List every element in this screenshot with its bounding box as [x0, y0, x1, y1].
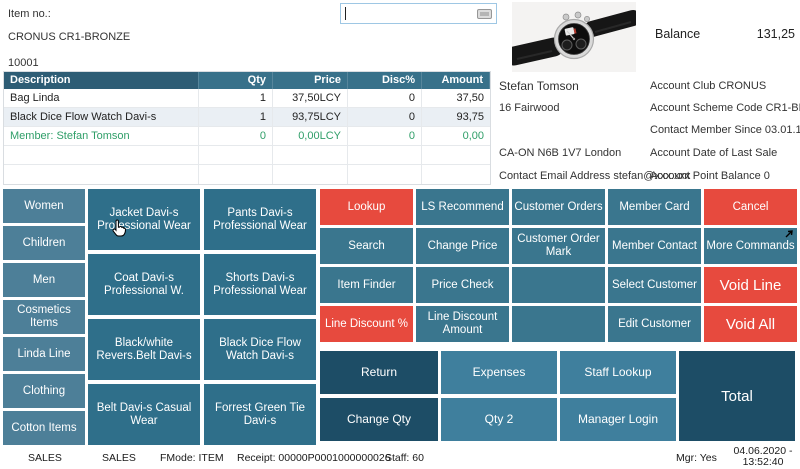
category-button-children[interactable]: Children — [3, 226, 85, 260]
col-amount: Amount — [422, 72, 490, 89]
cell-amount: 37,50 — [422, 89, 490, 107]
cell-description: Bag Linda — [4, 89, 199, 107]
status-terminal: SALES — [102, 452, 136, 464]
col-disc: Disc% — [348, 72, 422, 89]
status-datetime: 04.06.2020 - 13:52:40 — [728, 446, 798, 468]
account-scheme: Account Scheme Code CR1-BRONZE — [650, 102, 800, 114]
col-price: Price — [273, 72, 348, 89]
cell-amount: 0,00 — [422, 127, 490, 145]
cell-disc: 0 — [348, 89, 422, 107]
status-receipt: Receipt: 00000P0001000000026 — [237, 452, 391, 464]
product-button-belt-casual[interactable]: Belt Davi-s Casual Wear — [88, 384, 200, 445]
status-fmode: FMode: ITEM — [160, 452, 224, 464]
table-row-member[interactable]: Member: Stefan Tomson 0 0,00LCY 0 0,00 — [4, 127, 490, 146]
cell-description: Black Dice Flow Watch Davi-s — [4, 108, 199, 126]
submenu-arrow-icon — [785, 229, 794, 238]
store-scheme-label: CRONUS CR1-BRONZE — [8, 31, 130, 43]
status-store: SALES — [28, 452, 62, 464]
lookup-button[interactable]: Lookup — [320, 189, 413, 225]
edit-customer-button[interactable]: Edit Customer — [608, 306, 701, 342]
product-button-pants[interactable]: Pants Davi-s Professional Wear — [204, 189, 316, 250]
item-no-label: Item no.: — [8, 8, 51, 20]
change-qty-button[interactable]: Change Qty — [320, 398, 438, 441]
category-button-clothing[interactable]: Clothing — [3, 374, 85, 408]
table-row[interactable]: Black Dice Flow Watch Davi-s 1 93,75LCY … — [4, 108, 490, 127]
cancel-button[interactable]: Cancel — [704, 189, 797, 225]
table-row-empty — [4, 146, 490, 165]
total-button[interactable]: Total — [679, 351, 795, 441]
member-since: Contact Member Since 03.01.12 — [650, 124, 800, 136]
status-mgr: Mgr: Yes — [676, 452, 717, 464]
category-button-cotton[interactable]: Cotton Items — [3, 411, 85, 445]
manager-login-button[interactable]: Manager Login — [560, 398, 676, 441]
void-all-button[interactable]: Void All — [704, 306, 797, 342]
staff-lookup-button[interactable]: Staff Lookup — [560, 351, 676, 394]
product-image-watch — [512, 2, 636, 72]
more-commands-button[interactable]: More Commands — [704, 228, 797, 264]
account-club: Account Club CRONUS — [650, 80, 766, 92]
hand-cursor-icon — [110, 219, 127, 238]
expenses-button[interactable]: Expenses — [441, 351, 557, 394]
more-commands-label: More Commands — [706, 240, 794, 253]
product-button-watch[interactable]: Black Dice Flow Watch Davi-s — [204, 319, 316, 380]
pos-terminal-label: 10001 — [8, 57, 39, 69]
cell-price: 0,00LCY — [273, 127, 348, 145]
col-qty: Qty — [199, 72, 273, 89]
text-caret — [345, 7, 346, 20]
date-of-last-sale: Account Date of Last Sale — [650, 147, 777, 159]
col-description: Description — [4, 72, 199, 89]
search-button[interactable]: Search — [320, 228, 413, 264]
table-row-empty — [4, 165, 490, 184]
keyboard-icon[interactable] — [477, 9, 492, 19]
customer-order-mark-button[interactable]: Customer Order Mark — [512, 228, 605, 264]
item-finder-button[interactable]: Item Finder — [320, 267, 413, 303]
product-button-jacket[interactable]: Jacket Davi-s Professional Wear — [88, 189, 200, 250]
item-no-input[interactable] — [340, 3, 497, 24]
cell-qty: 1 — [199, 89, 273, 107]
balance-value: 131,25 — [722, 27, 795, 41]
cell-price: 37,50LCY — [273, 89, 348, 107]
price-check-button[interactable]: Price Check — [416, 267, 509, 303]
category-button-women[interactable]: Women — [3, 189, 85, 223]
change-price-button[interactable]: Change Price — [416, 228, 509, 264]
customer-name: Stefan Tomson — [499, 79, 579, 93]
receipt-table: Description Qty Price Disc% Amount Bag L… — [3, 71, 491, 185]
status-time: 13:52:40 — [728, 457, 798, 468]
customer-city: CA-ON N6B 1V7 London — [499, 147, 621, 159]
table-header: Description Qty Price Disc% Amount — [4, 72, 490, 89]
cell-amount: 93,75 — [422, 108, 490, 126]
select-customer-button[interactable]: Select Customer — [608, 267, 701, 303]
product-button-coat[interactable]: Coat Davi-s Professional W. — [88, 254, 200, 315]
ls-recommend-button[interactable]: LS Recommend — [416, 189, 509, 225]
function-button-blank — [512, 267, 605, 303]
point-balance: Account Point Balance 0 — [650, 170, 770, 182]
pos-window: Item no.: CRONUS CR1-BRONZE 10001 Descri… — [0, 0, 800, 469]
member-card-button[interactable]: Member Card — [608, 189, 701, 225]
member-contact-button[interactable]: Member Contact — [608, 228, 701, 264]
balance-label: Balance — [655, 27, 700, 41]
table-row[interactable]: Bag Linda 1 37,50LCY 0 37,50 — [4, 89, 490, 108]
void-line-button[interactable]: Void Line — [704, 267, 797, 303]
category-button-linda-line[interactable]: Linda Line — [3, 337, 85, 371]
qty2-button[interactable]: Qty 2 — [441, 398, 557, 441]
cell-disc: 0 — [348, 127, 422, 145]
product-button-shorts[interactable]: Shorts Davi-s Professional Wear — [204, 254, 316, 315]
return-button[interactable]: Return — [320, 351, 438, 394]
cell-price: 93,75LCY — [273, 108, 348, 126]
cell-disc: 0 — [348, 108, 422, 126]
cell-description: Member: Stefan Tomson — [4, 127, 199, 145]
customer-address: 16 Fairwood — [499, 102, 560, 114]
product-button-belt-revers[interactable]: Black/white Revers.Belt Davi-s — [88, 319, 200, 380]
category-button-cosmetics[interactable]: Cosmetics Items — [3, 300, 85, 334]
category-button-men[interactable]: Men — [3, 263, 85, 297]
cell-qty: 0 — [199, 127, 273, 145]
customer-orders-button[interactable]: Customer Orders — [512, 189, 605, 225]
product-button-tie[interactable]: Forrest Green Tie Davi-s — [204, 384, 316, 445]
line-discount-percent-button[interactable]: Line Discount % — [320, 306, 413, 342]
status-staff: Staff: 60 — [385, 452, 424, 464]
line-discount-amount-button[interactable]: Line Discount Amount — [416, 306, 509, 342]
function-button-blank — [512, 306, 605, 342]
cell-qty: 1 — [199, 108, 273, 126]
